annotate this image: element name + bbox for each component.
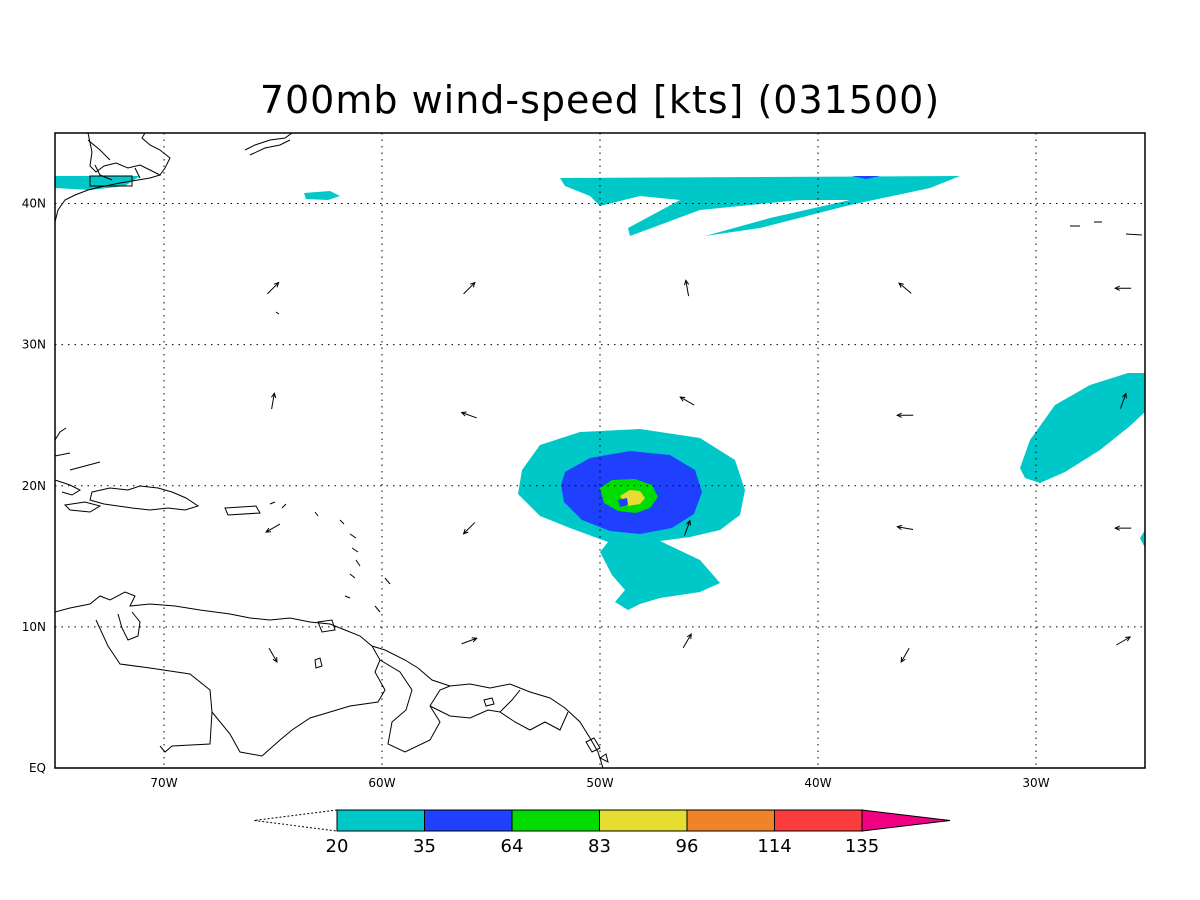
wind-arrow: [1114, 285, 1132, 291]
hispaniola-coast: [89, 485, 200, 511]
map-title: 700mb wind-speed [kts] (031500): [259, 78, 941, 122]
wind-arrow: [683, 519, 691, 536]
colorbar-box: [336, 809, 425, 832]
lesser-antilles: [269, 501, 391, 613]
colorbar-level-label: 114: [757, 836, 791, 857]
suriname-border: [429, 689, 521, 719]
north-america-inland: [87, 139, 141, 181]
bermuda: [275, 311, 280, 315]
wind-arrow: [900, 647, 910, 664]
trinidad: [317, 619, 336, 633]
wind-arrow: [679, 396, 695, 406]
latitude-label: 30N: [22, 338, 46, 352]
colorbar-level-label: 20: [326, 836, 349, 857]
longitude-label: 50W: [586, 776, 613, 790]
longitude-label: 60W: [368, 776, 395, 790]
wind-arrow: [682, 633, 692, 649]
wind-arrow: [683, 279, 690, 297]
latitude-label: 10N: [22, 620, 46, 634]
small-patch-20kt: [304, 191, 340, 200]
colorbar-level-label: 64: [501, 836, 524, 857]
wind-arrow: [1119, 392, 1127, 409]
colorbar-box: [424, 809, 513, 832]
french-guiana-border: [499, 711, 569, 731]
wind-arrow: [271, 392, 277, 410]
nova-scotia-coast: [244, 133, 293, 156]
amazon-islands: [585, 737, 609, 763]
east-band-20kt: [1020, 373, 1145, 483]
brazil-small-lake: [483, 697, 495, 707]
colorbar-level-label: 135: [845, 836, 879, 857]
colorbar-box: [511, 809, 600, 832]
south-america-coast: [55, 591, 604, 768]
jamaica-coast: [63, 501, 102, 513]
colorbar-low-triangle: [253, 809, 338, 832]
jet-band-20kt: [560, 176, 960, 236]
lake-maracaibo: [117, 611, 141, 641]
colorbar-level-label: 83: [588, 836, 611, 857]
map-frame: [54, 132, 1146, 769]
longitude-label: 30W: [1022, 776, 1049, 790]
east-edge-20kt: [1140, 530, 1145, 548]
coastlines: [55, 133, 1143, 768]
latitude-label: 20N: [22, 479, 46, 493]
hurricane-eye-35kt: [618, 498, 628, 507]
wind-arrow: [461, 637, 478, 645]
caribbean-islet: [314, 657, 323, 669]
wind-arrow: [898, 282, 912, 294]
puerto-rico-coast: [224, 505, 261, 516]
wind-shading: [55, 176, 1145, 610]
colorbar-box: [599, 809, 688, 832]
wind-arrow: [460, 411, 477, 419]
colorbar-box: [686, 809, 775, 832]
wind-vectors: [265, 279, 1132, 664]
wind-arrow: [896, 412, 914, 418]
wind-arrow: [896, 524, 914, 531]
wind-arrow: [268, 647, 278, 664]
long-island: [89, 175, 133, 187]
latitude-label: 40N: [22, 197, 46, 211]
azores-islands: [1070, 221, 1143, 236]
wind-arrow: [462, 522, 476, 535]
wind-arrow: [463, 281, 476, 295]
colorbar-high-triangle: [861, 809, 951, 832]
guyana-border: [379, 659, 451, 753]
brazil-border: [159, 711, 213, 753]
colorbar-box: [774, 809, 863, 832]
latitude-label: EQ: [29, 761, 46, 775]
colorbar-level-label: 96: [676, 836, 699, 857]
wind-arrow: [1116, 636, 1132, 646]
jet-core-35kt: [852, 176, 880, 179]
longitude-label: 70W: [150, 776, 177, 790]
longitude-labels: 70W 60W 50W 40W 30W: [150, 776, 1049, 790]
latitude-labels: EQ 10N 20N 30N 40N: [22, 197, 46, 775]
cuba-coast: [55, 427, 101, 496]
wind-arrow: [266, 281, 280, 295]
longitude-label: 40W: [804, 776, 831, 790]
colorbar-level-label: 35: [413, 836, 436, 857]
venezuela-border: [95, 619, 386, 757]
wind-arrow: [1114, 525, 1132, 531]
colorbar: 20 35 64 83 96 114 135: [253, 809, 951, 857]
wind-arrow: [265, 523, 281, 533]
north-america-coast: [55, 133, 171, 223]
